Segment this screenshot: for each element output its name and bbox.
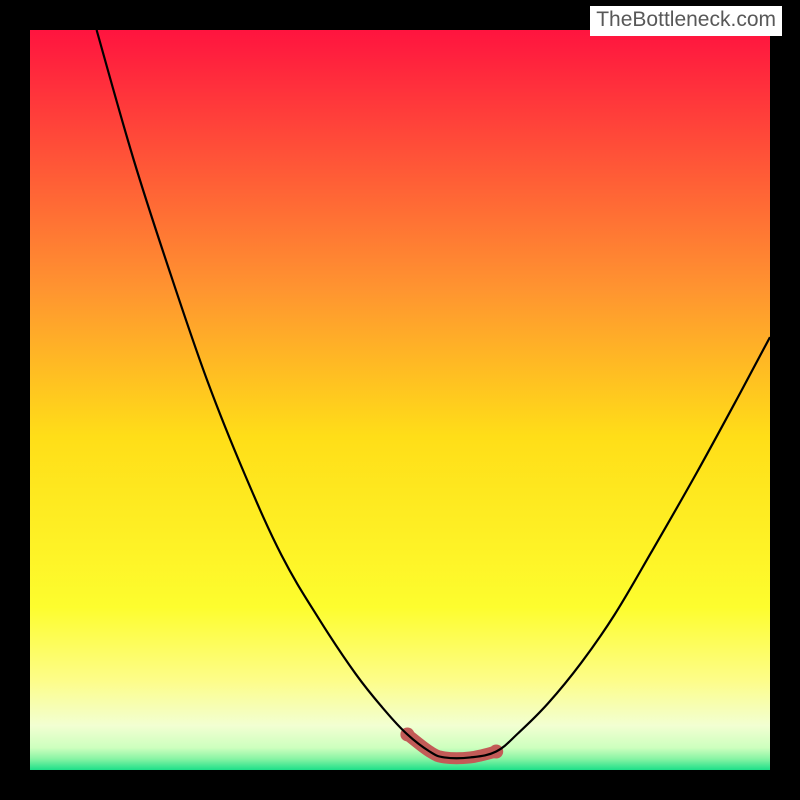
chart-container: TheBottleneck.com (0, 0, 800, 800)
bottleneck-curve-chart (0, 0, 800, 800)
plot-background (30, 30, 770, 770)
watermark-label: TheBottleneck.com (590, 6, 782, 36)
